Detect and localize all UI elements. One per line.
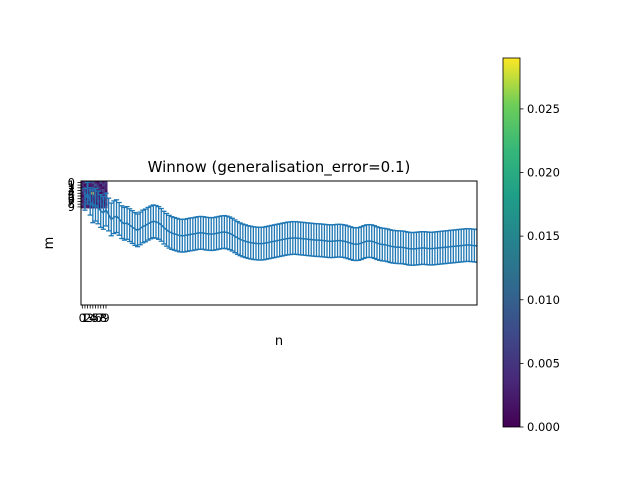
series-line <box>84 191 477 250</box>
heatmap-cell <box>81 205 84 209</box>
x-tick-label: 6 <box>94 311 101 325</box>
y-tick-label: 9 <box>68 200 75 214</box>
heatmap-cell <box>104 189 108 193</box>
x-tick-label: 4 <box>89 311 96 325</box>
y-tick-label: 3 <box>68 184 75 198</box>
heatmap-cell <box>99 191 103 195</box>
heatmap-cell <box>91 183 95 187</box>
heatmap-cell <box>81 181 84 184</box>
heatmap-cell <box>94 183 97 187</box>
heatmap-cell <box>86 205 90 209</box>
heatmap-cell <box>81 183 84 187</box>
y-tick-label: 5 <box>68 189 75 203</box>
colorbar-tick-label: 0.025 <box>527 102 560 116</box>
heatmap-cell <box>88 181 92 184</box>
axes-frame <box>80 180 478 306</box>
y-tick-label: 2 <box>68 181 75 195</box>
colorbar-gradient <box>502 57 521 428</box>
heatmap-cell <box>96 183 100 187</box>
colorbar-tick-label: 0.020 <box>527 166 560 180</box>
heatmap-cell <box>94 181 97 184</box>
x-tick-label: 9 <box>102 311 109 325</box>
heatmap-cell <box>102 183 105 187</box>
colorbar-ticks: 0.000 0.005 0.010 0.015 0.020 0.025 <box>520 102 560 434</box>
colorbar-tick-label: 0.005 <box>527 356 560 370</box>
heatmap-cell <box>96 186 100 190</box>
x-axis-label: n <box>275 334 283 349</box>
heatmap-cell <box>88 183 92 187</box>
y-tick-label: 4 <box>68 186 75 200</box>
heatmap-cell <box>99 183 103 187</box>
x-tick-label: 7 <box>97 311 104 325</box>
y-tick-label: 7 <box>68 194 75 208</box>
series-line-group <box>84 191 477 250</box>
error-bar <box>82 187 88 211</box>
heatmap-cell <box>99 181 103 184</box>
x-tick-label: 0 <box>79 311 86 325</box>
chart-title: Winnow (generalisation_error=0.1) <box>148 158 411 177</box>
heatmap-cell <box>104 186 108 190</box>
colorbar: 0.000 0.005 0.010 0.015 0.020 0.025 <box>502 57 560 434</box>
heatmap-cell <box>81 194 84 198</box>
y-tick-label: 1 <box>68 178 75 192</box>
colorbar-tick-label: 0.000 <box>527 420 560 434</box>
heatmap-cell <box>102 181 105 184</box>
heatmap-cell <box>99 189 103 193</box>
x-tick-label: 3 <box>87 311 94 325</box>
heatmap-cell <box>96 181 100 184</box>
x-tick-label: 1 <box>81 311 88 325</box>
y-axis-label: m <box>42 237 57 250</box>
x-tick-label: 5 <box>92 311 99 325</box>
y-tick-label: 8 <box>68 197 75 211</box>
heatmap-cell <box>102 189 105 193</box>
heatmap-cell <box>102 186 105 190</box>
colorbar-tick-label: 0.010 <box>527 293 560 307</box>
y-tick-label: 0 <box>68 175 75 189</box>
heatmap-cell <box>81 189 84 193</box>
y-tick-label: 6 <box>68 192 75 206</box>
heatmap-cell <box>91 181 95 184</box>
heatmap-cell <box>83 183 87 187</box>
heatmap-cell <box>104 181 108 184</box>
heatmap-cell <box>104 183 108 187</box>
heatmap-cell <box>81 202 84 206</box>
heatmap-cell <box>81 191 84 195</box>
heatmap-cell <box>81 197 84 201</box>
heatmap-cell <box>99 186 103 190</box>
x-tick-label: 8 <box>100 311 107 325</box>
colorbar-tick-label: 0.015 <box>527 229 560 243</box>
heatmap-cell <box>81 200 84 204</box>
error-bar <box>474 228 477 263</box>
x-tick-label: 2 <box>84 311 91 325</box>
